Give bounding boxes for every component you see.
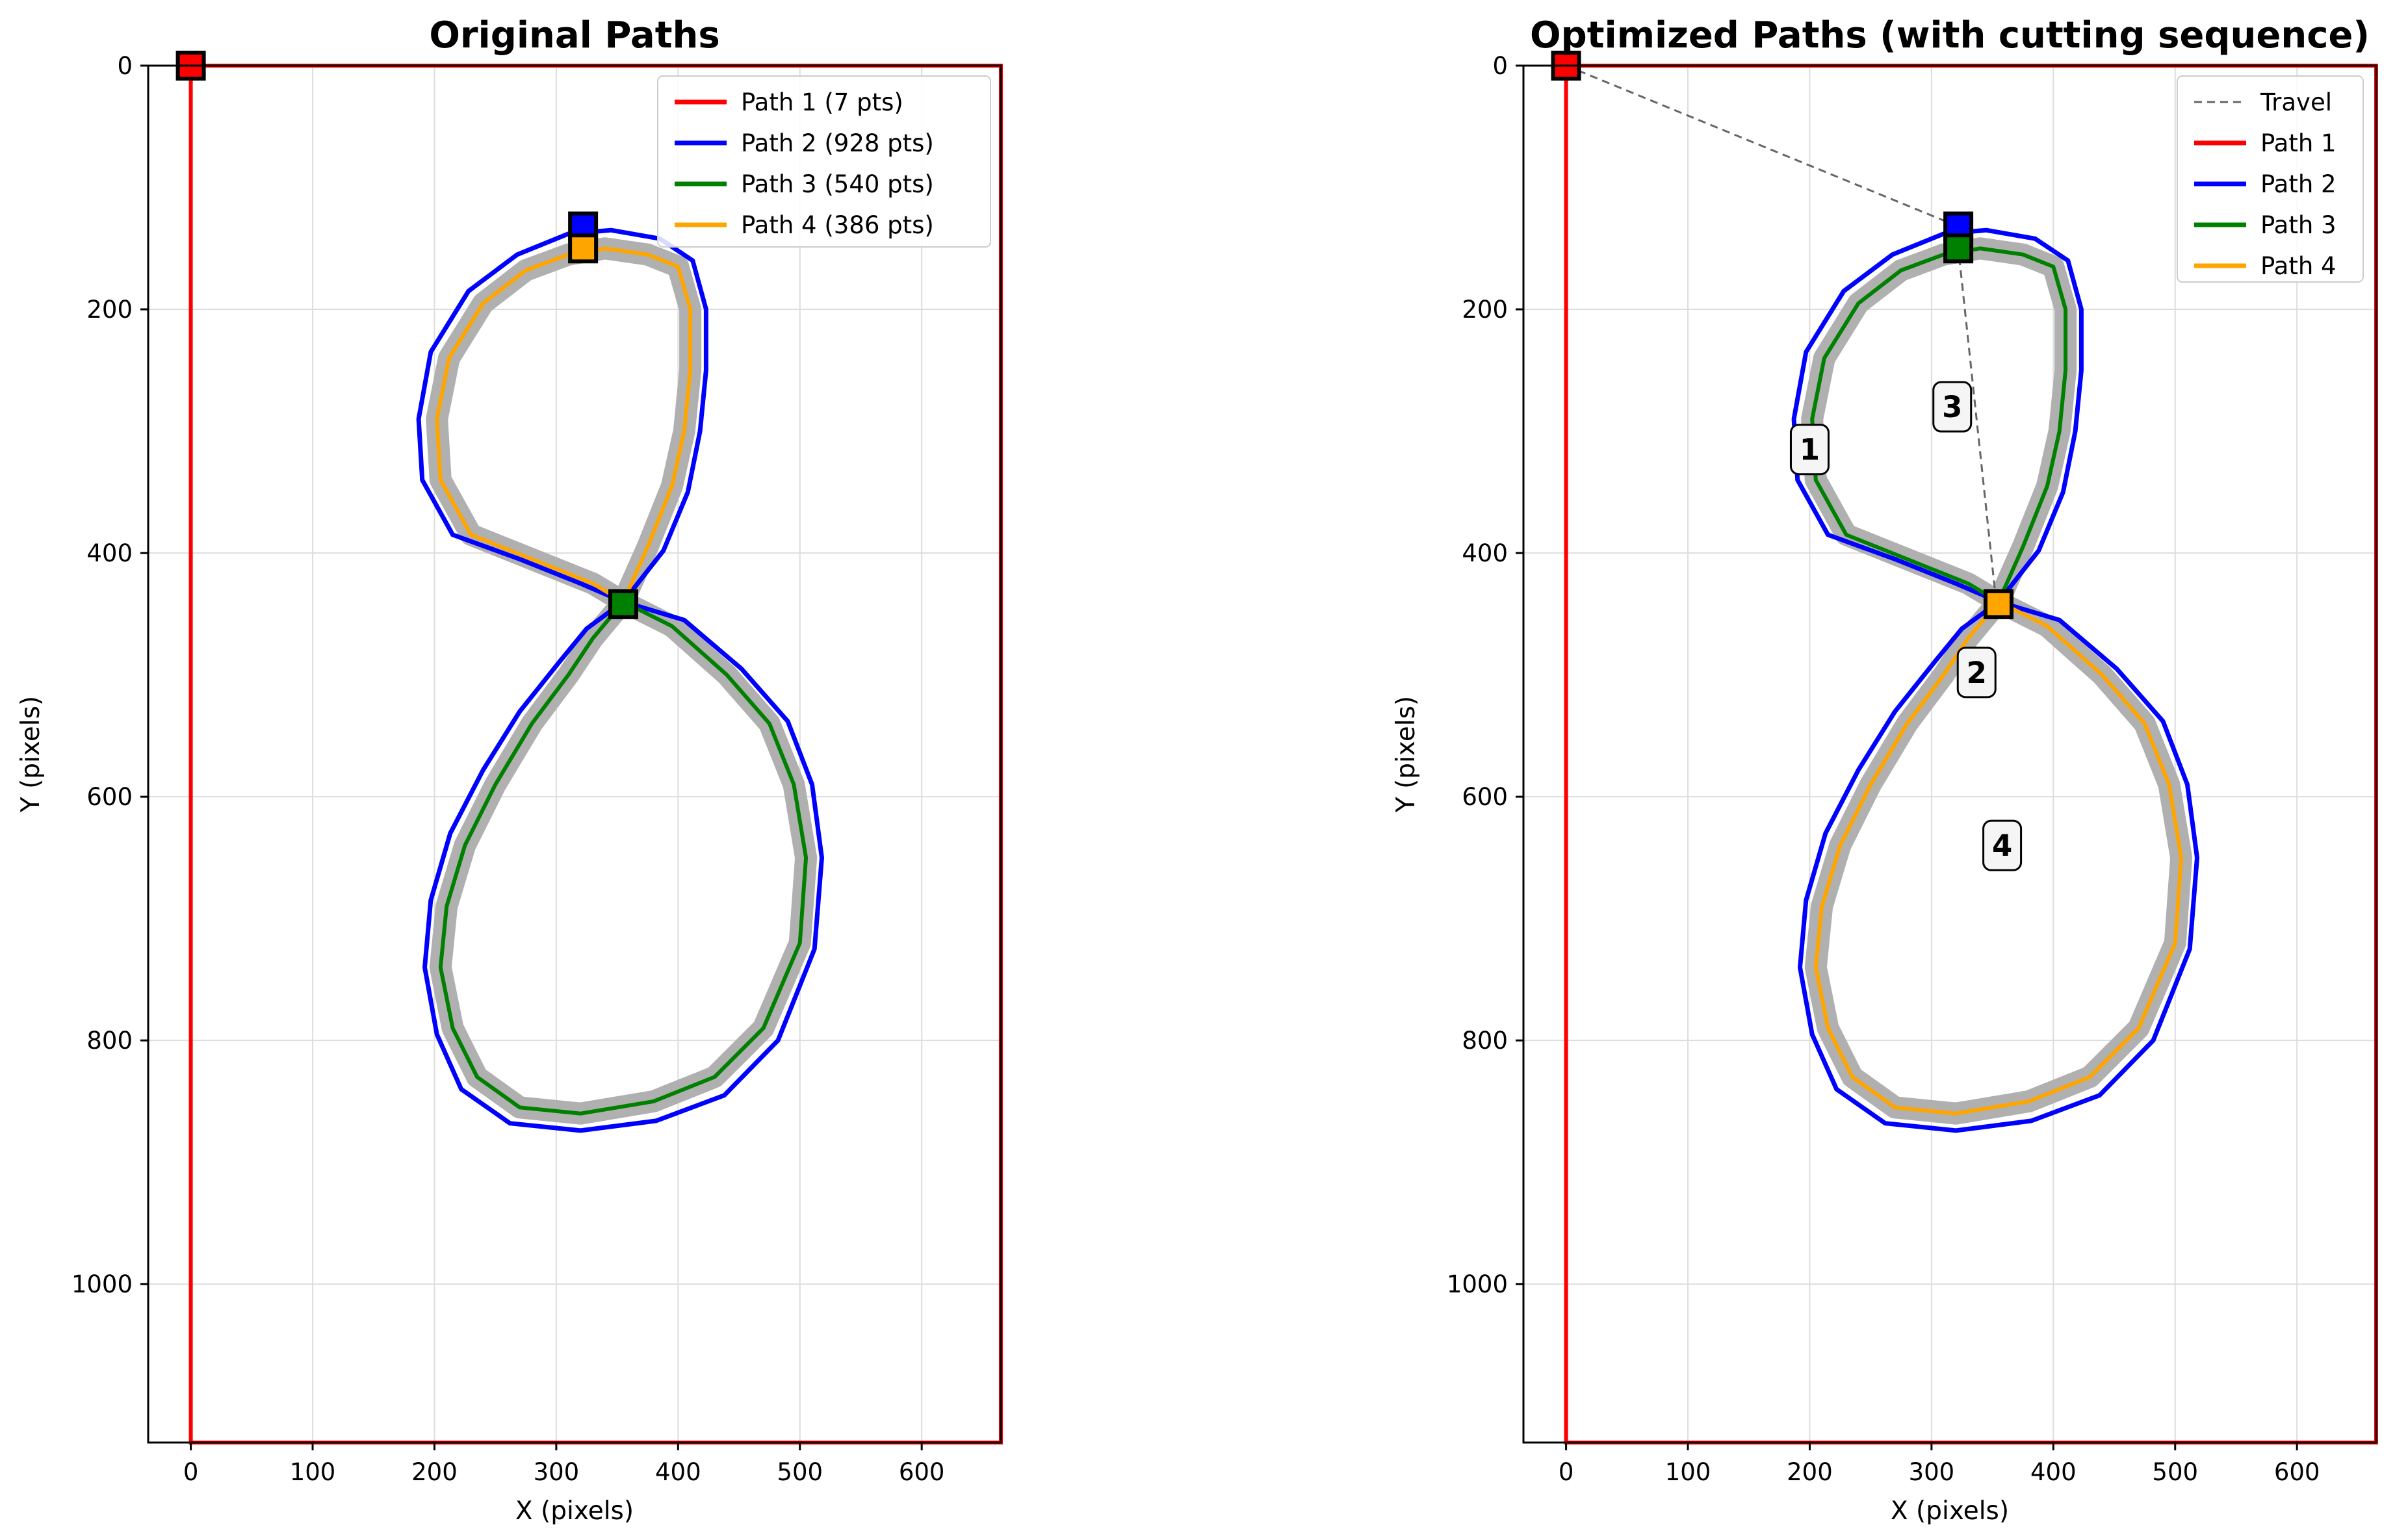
y-tick-label: 200 — [86, 296, 133, 324]
legend-entry: Path 3 (540 pts) — [741, 170, 934, 198]
legend-entry: Path 2 — [2260, 170, 2337, 198]
x-tick-label: 200 — [411, 1458, 458, 1486]
sequence-badge — [1932, 381, 1973, 433]
sequence-label: 1 — [1800, 433, 1820, 467]
axes-frame — [1522, 64, 2377, 1444]
legend: Path 1 (7 pts) Path 2 (928 pts) Path 3 (54… — [657, 75, 991, 248]
x-tick-label: 500 — [777, 1458, 823, 1486]
chart-panel-2: 1 2 3 4 0 100 200 300 400 500 600 0 200 400 600 800 1000… — [1392, 14, 2378, 1526]
y-tick-label: 800 — [1462, 1027, 1508, 1055]
x-tick-label: 200 — [1787, 1458, 1833, 1486]
sequence-badge — [1982, 819, 2023, 871]
axes-frame — [147, 64, 1002, 1444]
x-axis-label: X (pixels) — [1891, 1496, 2009, 1526]
panel-title: Optimized Paths (with cutting sequence) — [1530, 14, 2370, 57]
legend: Travel Path 1 Path 2 Path 3 Path 4 — [2177, 75, 2364, 283]
y-tick-label: 0 — [117, 52, 133, 80]
x-tick-label: 600 — [2274, 1458, 2320, 1486]
y-tick-label: 800 — [86, 1027, 133, 1055]
series-path-2-upper — [416, 227, 708, 604]
y-axis-label: Y (pixels) — [1392, 696, 1421, 813]
x-tick-label: 0 — [183, 1458, 199, 1486]
start-marker — [1983, 589, 2013, 619]
legend-box — [657, 75, 991, 248]
sequence-label: 3 — [1942, 390, 1962, 424]
y-axis-label: Y (pixels) — [16, 696, 45, 813]
legend-entry: Path 4 — [2260, 252, 2337, 280]
legend-entry: Path 2 (928 pts) — [741, 129, 934, 157]
x-tick-label: 100 — [290, 1458, 336, 1486]
x-tick-label: 100 — [1665, 1458, 1711, 1486]
x-tick-label: 400 — [2030, 1458, 2077, 1486]
y-tick-label: 400 — [1462, 539, 1508, 567]
legend-entry: Path 4 (386 pts) — [741, 211, 934, 239]
y-tick-label: 600 — [86, 783, 133, 811]
sequence-badge — [1956, 647, 1997, 699]
y-tick-label: 1000 — [71, 1270, 133, 1298]
x-tick-label: 500 — [2152, 1458, 2198, 1486]
legend-box — [2177, 75, 2364, 283]
y-tick-label: 0 — [1492, 52, 1508, 80]
sequence-label: 4 — [1992, 828, 2012, 863]
y-tick-label: 600 — [1462, 783, 1508, 811]
sequence-badge — [1789, 424, 1830, 476]
x-axis-label: X (pixels) — [515, 1496, 634, 1526]
series-inner-lower — [1813, 600, 2184, 1116]
y-tick-label: 1000 — [1447, 1270, 1508, 1298]
start-marker — [1943, 233, 1974, 264]
series-path-2-lower — [1798, 599, 2199, 1133]
start-marker — [608, 589, 638, 619]
y-tick-label: 200 — [1462, 296, 1508, 324]
cut-band-upper — [426, 237, 702, 611]
start-marker — [568, 233, 599, 264]
legend-entry: Path 3 — [2260, 211, 2337, 239]
panel-title: Original Paths — [429, 14, 719, 57]
series-path-2-lower — [422, 599, 824, 1133]
y-tick-label: 400 — [86, 539, 133, 567]
legend-entry: Travel — [2260, 88, 2332, 116]
x-tick-label: 300 — [534, 1458, 580, 1486]
legend-entry: Path 1 (7 pts) — [741, 88, 903, 116]
series-inner-lower — [438, 600, 809, 1116]
x-tick-label: 600 — [899, 1458, 945, 1486]
x-tick-label: 400 — [655, 1458, 701, 1486]
chart-panel-1: 0 100 200 300 400 500 600 0 200 400 600 800 1000 Orig… — [16, 14, 1003, 1526]
legend-entry: Path 1 — [2260, 129, 2337, 157]
sequence-label: 2 — [1967, 656, 1987, 690]
series-travel — [1566, 64, 2000, 605]
x-tick-label: 300 — [1909, 1458, 1955, 1486]
x-tick-label: 0 — [1559, 1458, 1574, 1486]
